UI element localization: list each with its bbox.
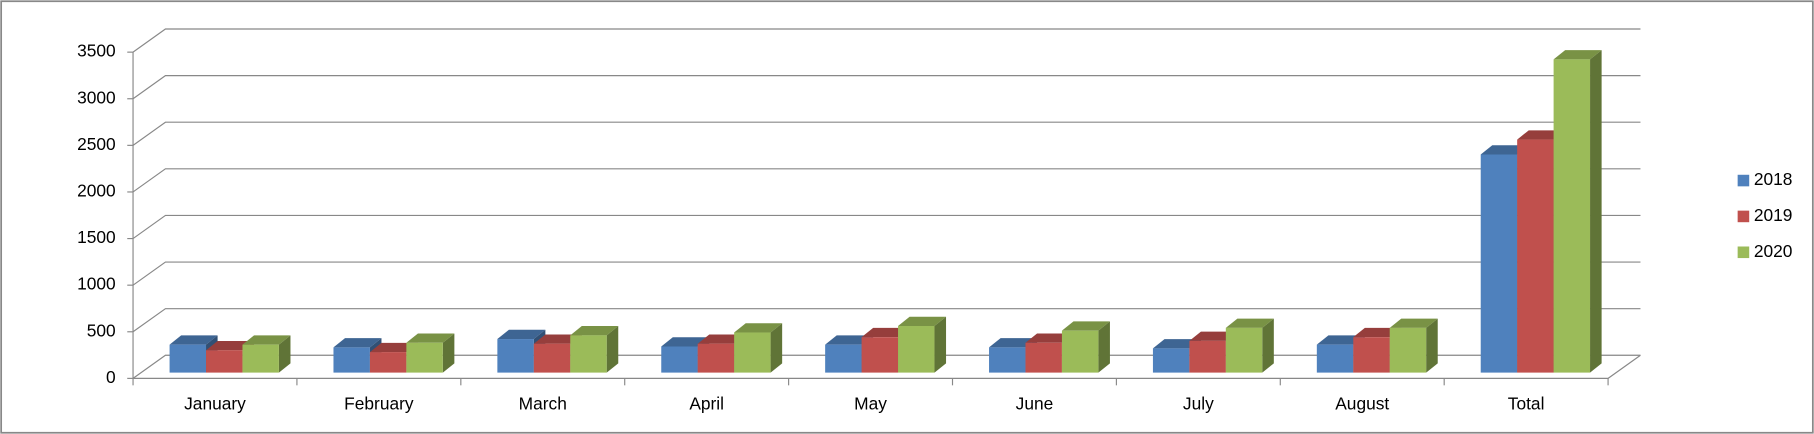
- bar: [406, 342, 443, 373]
- bar: [697, 343, 735, 373]
- bar-top: [570, 326, 619, 336]
- bar: [1389, 327, 1427, 373]
- bar-top: [989, 338, 1038, 348]
- bar: [1316, 344, 1354, 373]
- bar: [333, 347, 370, 373]
- bar-side: [1262, 318, 1274, 373]
- x-tick-label: June: [1016, 394, 1054, 414]
- y-tick-label: 1500: [77, 227, 116, 247]
- bar-top: [825, 335, 874, 345]
- legend-swatch: [1737, 210, 1750, 223]
- bar-side: [1098, 321, 1110, 373]
- bar: [1553, 59, 1591, 373]
- bar-top: [734, 323, 783, 333]
- x-tick-label: April: [689, 394, 724, 414]
- x-tick-label: July: [1183, 394, 1214, 414]
- grid-line: [132, 168, 1641, 193]
- legend-label: 2019: [1754, 205, 1793, 225]
- y-tick-label: 0: [106, 367, 116, 387]
- bar-side: [1426, 318, 1438, 373]
- bar-top: [1025, 333, 1074, 343]
- bar-top: [406, 333, 455, 343]
- bar-top: [497, 329, 546, 340]
- x-tick-label: March: [519, 394, 567, 414]
- bar-top: [661, 337, 710, 347]
- legend-label: 2018: [1754, 169, 1793, 189]
- bar-top: [1225, 318, 1274, 328]
- bar: [661, 346, 698, 373]
- bar-top: [898, 316, 947, 326]
- y-tick-label: 1000: [77, 274, 116, 294]
- bar-top: [1480, 145, 1529, 155]
- bar: [1152, 348, 1190, 373]
- grid-line: [132, 354, 1641, 379]
- grid-line: [132, 308, 1641, 333]
- grid-line: [132, 214, 1641, 240]
- y-tick-label: 500: [87, 320, 116, 340]
- grid-line: [132, 261, 1641, 286]
- legend-swatch: [1737, 246, 1750, 259]
- bar-top: [861, 327, 910, 338]
- grid-line: [132, 121, 1641, 146]
- bar: [1480, 154, 1518, 373]
- bar: [570, 335, 607, 373]
- bar-side: [442, 333, 455, 373]
- bar: [206, 350, 243, 373]
- bar: [1189, 340, 1226, 373]
- bar-top: [1553, 50, 1602, 60]
- bar: [242, 344, 279, 373]
- bar: [1517, 139, 1554, 373]
- bar-top: [333, 338, 382, 348]
- bar-top: [369, 342, 418, 353]
- bar-top: [1353, 327, 1402, 338]
- x-tick-label: January: [184, 394, 246, 414]
- bar: [861, 337, 899, 373]
- x-tick-label: May: [854, 394, 887, 414]
- y-tick-label: 3500: [77, 41, 116, 61]
- bar: [898, 325, 935, 373]
- bar: [369, 352, 407, 373]
- bar-top: [1152, 339, 1201, 349]
- bar: [1025, 342, 1062, 373]
- legend-label: 2020: [1754, 241, 1793, 261]
- bar-top: [697, 334, 746, 344]
- bar: [1225, 327, 1263, 373]
- bar: [1061, 330, 1099, 373]
- bar: [169, 344, 207, 373]
- grid-line: [132, 28, 1641, 53]
- legend-swatch: [1737, 174, 1750, 187]
- bar-side: [1590, 50, 1602, 373]
- y-tick-label: 2000: [77, 181, 116, 201]
- bar: [533, 343, 571, 373]
- bar: [989, 347, 1026, 373]
- bar-side: [278, 335, 291, 373]
- bar-side: [606, 326, 619, 373]
- y-tick-label: 2500: [77, 134, 116, 154]
- bar-top: [242, 335, 291, 345]
- bar: [1353, 337, 1390, 373]
- bar: [734, 332, 771, 373]
- x-tick-label: Total: [1508, 394, 1545, 414]
- bar-side: [934, 316, 947, 373]
- bar-top: [1316, 335, 1365, 345]
- y-tick-label: 3000: [77, 87, 116, 107]
- bar: [825, 344, 862, 373]
- grid-line: [132, 75, 1641, 100]
- x-tick-label: February: [344, 394, 414, 414]
- bar-top: [169, 335, 218, 345]
- bar: [497, 339, 534, 373]
- bar-side: [770, 323, 783, 373]
- bar-top: [1389, 318, 1438, 328]
- x-tick-label: August: [1335, 394, 1389, 414]
- bar-top: [1517, 130, 1566, 140]
- bar-top: [533, 334, 582, 344]
- bar-top: [1189, 331, 1238, 341]
- bar-top: [1061, 321, 1110, 331]
- bar-top: [206, 340, 255, 351]
